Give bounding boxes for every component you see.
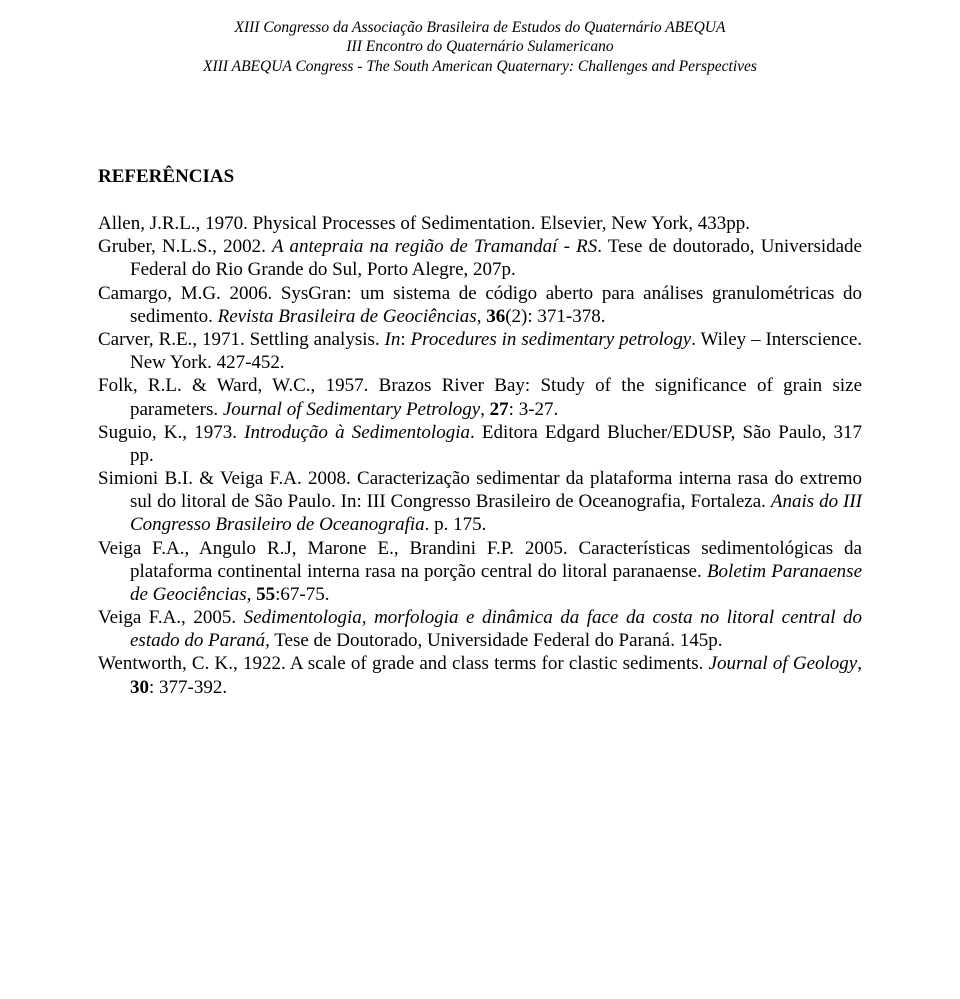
header-line-3: XIII ABEQUA Congress - The South America… [98, 57, 862, 76]
reference-entry: Veiga F.A., 2005. Sedimentologia, morfol… [98, 606, 862, 652]
reference-entry: Simioni B.I. & Veiga F.A. 2008. Caracter… [98, 467, 862, 537]
ref-text: , [857, 653, 862, 674]
header-line-2: III Encontro do Quaternário Sulamericano [98, 37, 862, 56]
ref-text: , Tese de Doutorado, Universidade Federa… [265, 630, 722, 651]
reference-entry: Folk, R.L. & Ward, W.C., 1957. Brazos Ri… [98, 374, 862, 420]
references-list: Allen, J.R.L., 1970. Physical Processes … [98, 212, 862, 699]
section-title: REFERÊNCIAS [98, 166, 862, 188]
header-line-1: XIII Congresso da Associação Brasileira … [98, 18, 862, 37]
ref-journal-italic: Revista Brasileira de Geociências [218, 306, 477, 327]
ref-text: (2): 371-378. [505, 306, 605, 327]
ref-journal-italic: Journal of Geology [709, 653, 858, 674]
reference-entry: Camargo, M.G. 2006. SysGran: um sistema … [98, 282, 862, 328]
page-header: XIII Congresso da Associação Brasileira … [98, 18, 862, 76]
ref-text: : 377-392. [149, 677, 227, 698]
ref-volume-bold: 55 [256, 584, 275, 605]
ref-text: Allen, J.R.L., 1970. Physical Processes … [98, 213, 750, 234]
ref-italic: In [385, 329, 401, 350]
reference-entry: Veiga F.A., Angulo R.J, Marone E., Brand… [98, 537, 862, 607]
ref-text: . p. 175. [425, 514, 487, 535]
reference-entry: Allen, J.R.L., 1970. Physical Processes … [98, 212, 862, 235]
ref-text: Veiga F.A., 2005. [98, 607, 244, 628]
ref-title-italic: Procedures in sedimentary petrology [411, 329, 692, 350]
ref-text: Carver, R.E., 1971. Settling analysis. [98, 329, 385, 350]
reference-entry: Gruber, N.L.S., 2002. A antepraia na reg… [98, 235, 862, 281]
ref-volume-bold: 30 [130, 677, 149, 698]
ref-volume-bold: 36 [486, 306, 505, 327]
ref-journal-italic: Journal of Sedimentary Petrology [223, 399, 480, 420]
ref-text: Wentworth, C. K., 1922. A scale of grade… [98, 653, 709, 674]
ref-text: : 3-27. [509, 399, 559, 420]
reference-entry: Carver, R.E., 1971. Settling analysis. I… [98, 328, 862, 374]
ref-volume-bold: 27 [490, 399, 509, 420]
ref-text: , [477, 306, 487, 327]
reference-entry: Suguio, K., 1973. Introdução à Sedimento… [98, 421, 862, 467]
ref-text: , [480, 399, 490, 420]
ref-text: :67-75. [275, 584, 329, 605]
ref-text: , [247, 584, 257, 605]
ref-text: Gruber, N.L.S., 2002. [98, 236, 272, 257]
page: XIII Congresso da Associação Brasileira … [0, 0, 960, 999]
ref-title-italic: Introdução à Sedimentologia [244, 422, 470, 443]
ref-text: : [400, 329, 410, 350]
ref-text: Simioni B.I. & Veiga F.A. 2008. Caracter… [98, 468, 862, 512]
ref-text: Suguio, K., 1973. [98, 422, 244, 443]
reference-entry: Wentworth, C. K., 1922. A scale of grade… [98, 652, 862, 698]
ref-title-italic: A antepraia na região de Tramandaí - RS [272, 236, 597, 257]
